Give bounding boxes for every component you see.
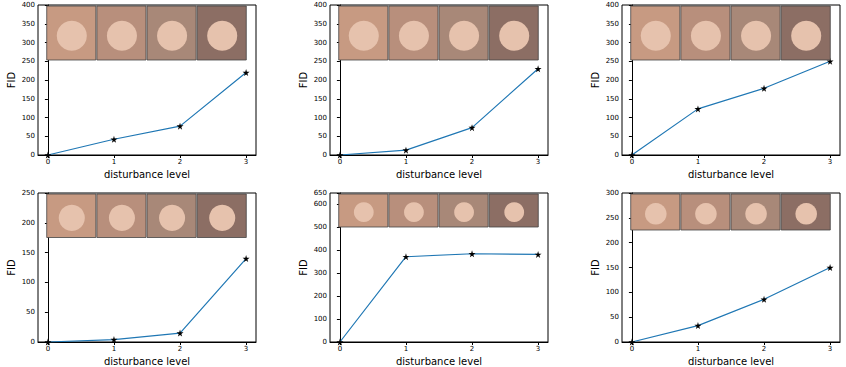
svg-text:0: 0	[31, 338, 35, 346]
svg-text:350: 350	[22, 20, 35, 28]
svg-text:2: 2	[178, 345, 182, 353]
svg-text:300: 300	[606, 189, 619, 197]
svg-text:FID: FID	[298, 259, 309, 276]
svg-text:1: 1	[696, 158, 700, 166]
svg-text:1: 1	[112, 345, 116, 353]
svg-text:1: 1	[696, 345, 700, 353]
svg-text:1: 1	[112, 158, 116, 166]
svg-text:FID: FID	[6, 72, 17, 89]
svg-text:3: 3	[536, 158, 540, 166]
svg-text:350: 350	[606, 20, 619, 28]
svg-text:600: 600	[314, 200, 327, 208]
svg-text:200: 200	[606, 239, 619, 247]
svg-text:650: 650	[314, 189, 327, 197]
svg-text:50: 50	[318, 132, 327, 140]
svg-text:250: 250	[606, 214, 619, 222]
svg-text:2: 2	[762, 158, 766, 166]
svg-text:150: 150	[606, 264, 619, 272]
svg-text:1: 1	[404, 345, 408, 353]
svg-text:500: 500	[314, 223, 327, 231]
svg-text:FID: FID	[6, 259, 17, 276]
svg-text:400: 400	[606, 1, 619, 9]
svg-text:0: 0	[46, 158, 50, 166]
svg-text:FID: FID	[298, 72, 309, 89]
svg-text:0: 0	[323, 338, 327, 346]
svg-text:150: 150	[606, 95, 619, 103]
svg-text:50: 50	[26, 132, 35, 140]
svg-text:50: 50	[610, 313, 619, 321]
svg-text:250: 250	[22, 189, 35, 197]
svg-text:2: 2	[470, 158, 474, 166]
svg-text:100: 100	[606, 288, 619, 296]
svg-text:disturbance level: disturbance level	[104, 169, 190, 180]
svg-text:200: 200	[606, 76, 619, 84]
svg-text:100: 100	[22, 278, 35, 286]
svg-text:100: 100	[22, 114, 35, 122]
svg-text:400: 400	[314, 246, 327, 254]
svg-text:250: 250	[22, 57, 35, 65]
svg-text:250: 250	[606, 57, 619, 65]
svg-text:3: 3	[244, 158, 248, 166]
svg-text:0: 0	[31, 151, 35, 159]
svg-text:3: 3	[828, 345, 832, 353]
svg-text:2: 2	[178, 158, 182, 166]
svg-text:150: 150	[22, 95, 35, 103]
svg-text:400: 400	[22, 1, 35, 9]
svg-text:300: 300	[606, 39, 619, 47]
svg-text:0: 0	[46, 345, 50, 353]
svg-text:100: 100	[606, 114, 619, 122]
svg-text:350: 350	[314, 20, 327, 28]
svg-text:disturbance level: disturbance level	[396, 169, 482, 180]
svg-text:disturbance level: disturbance level	[688, 356, 774, 367]
svg-text:0: 0	[630, 345, 634, 353]
svg-text:3: 3	[828, 158, 832, 166]
svg-text:0: 0	[615, 151, 619, 159]
svg-text:200: 200	[22, 76, 35, 84]
svg-text:200: 200	[314, 76, 327, 84]
svg-text:2: 2	[762, 345, 766, 353]
svg-text:50: 50	[610, 132, 619, 140]
svg-text:0: 0	[323, 151, 327, 159]
svg-text:200: 200	[314, 292, 327, 300]
svg-text:1: 1	[404, 158, 408, 166]
svg-text:0: 0	[338, 158, 342, 166]
svg-text:400: 400	[314, 1, 327, 9]
svg-text:disturbance level: disturbance level	[688, 169, 774, 180]
svg-text:0: 0	[630, 158, 634, 166]
svg-text:100: 100	[314, 315, 327, 323]
svg-text:300: 300	[314, 269, 327, 277]
svg-text:100: 100	[314, 114, 327, 122]
svg-text:disturbance level: disturbance level	[104, 356, 190, 367]
svg-text:0: 0	[338, 345, 342, 353]
svg-text:250: 250	[314, 57, 327, 65]
svg-text:3: 3	[536, 345, 540, 353]
svg-text:300: 300	[314, 39, 327, 47]
svg-text:50: 50	[26, 308, 35, 316]
svg-text:200: 200	[22, 219, 35, 227]
svg-text:3: 3	[244, 345, 248, 353]
svg-text:300: 300	[22, 39, 35, 47]
svg-text:150: 150	[314, 95, 327, 103]
svg-text:FID: FID	[590, 72, 601, 89]
svg-text:disturbance level: disturbance level	[396, 356, 482, 367]
svg-text:2: 2	[470, 345, 474, 353]
svg-text:150: 150	[22, 249, 35, 257]
svg-text:0: 0	[615, 338, 619, 346]
svg-text:FID: FID	[590, 259, 601, 276]
